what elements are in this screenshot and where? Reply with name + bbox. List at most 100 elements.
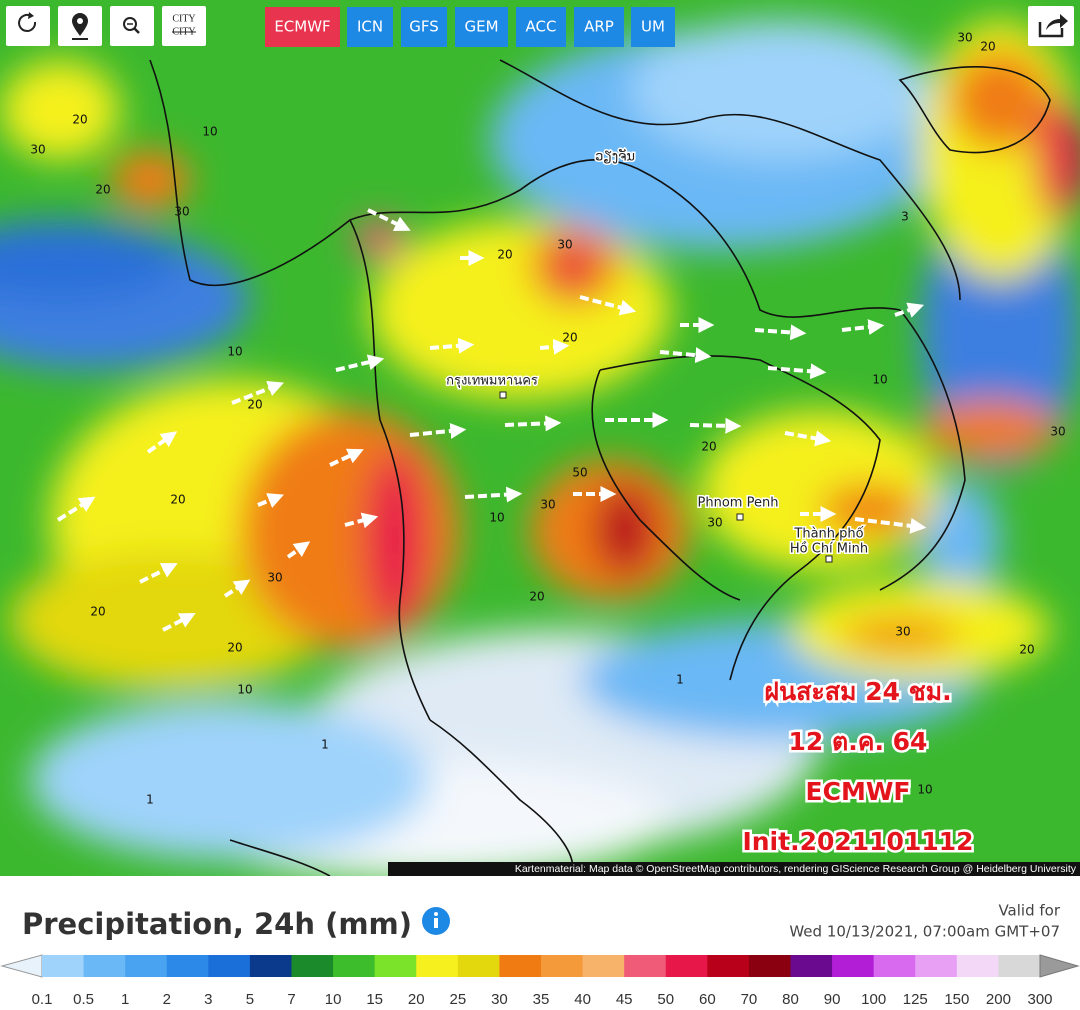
- contour-label: 1: [676, 673, 684, 687]
- wind-arrow: [257, 493, 284, 508]
- contour-label: 30: [895, 625, 910, 639]
- tab-label: GFS: [409, 18, 439, 36]
- contour-label: 30: [557, 238, 572, 252]
- tab-bg: [631, 7, 675, 47]
- wind-arrow: [231, 381, 284, 405]
- city-label: CITY: [172, 13, 195, 24]
- legend-swatch: [748, 955, 791, 977]
- precip-area: [840, 620, 960, 650]
- wind-arrow: [894, 302, 925, 318]
- tab-bg: [265, 7, 340, 47]
- contour-label: 20: [497, 248, 512, 262]
- legend-stop-label: 200: [986, 991, 1011, 1008]
- legend-stop-label: 1: [121, 991, 129, 1008]
- wind-arrow: [579, 295, 637, 316]
- legend-swatch: [956, 955, 999, 977]
- precip-area: [920, 400, 1060, 460]
- contour-label: 10: [202, 125, 217, 139]
- reload-button[interactable]: [6, 6, 50, 46]
- wind-arrow: [754, 324, 807, 341]
- precip-area: [30, 700, 430, 860]
- valid-for-label: Valid for: [998, 902, 1060, 920]
- overlay-line: ฝนสะสม 24 ชม.: [764, 677, 951, 706]
- share-button[interactable]: [1028, 6, 1074, 46]
- contour-label: 20: [980, 40, 995, 54]
- model-tab[interactable]: UM: [631, 7, 675, 47]
- precip-area: [950, 50, 1050, 150]
- legend-stop-label: 125: [903, 991, 928, 1008]
- wind-arrow: [504, 415, 562, 432]
- contour-label: 30: [1050, 425, 1065, 439]
- contour-label: 1: [321, 738, 329, 752]
- legend-stop-label: 90: [824, 991, 841, 1008]
- legend-stop-label: 50: [657, 991, 674, 1008]
- legend-swatch: [83, 955, 126, 977]
- overlay-text: ฝนสะสม 24 ชม. 12 ต.ค. 64 ECMWF Init.2021101…: [740, 675, 976, 859]
- wind-arrow: [689, 417, 742, 434]
- wind-arrow: [784, 430, 832, 447]
- wind-arrow: [854, 517, 927, 534]
- place-label: ວຽງຈັນ: [595, 149, 635, 164]
- city-button[interactable]: CITY CITY: [162, 6, 206, 46]
- toolbar: CITY CITY ECMWF ICN GFS GEM ACC ARP UM: [6, 6, 1074, 47]
- zoom-button[interactable]: [110, 6, 154, 46]
- legend-swatch: [42, 955, 85, 977]
- contour-label: 30: [707, 516, 722, 530]
- valid-time: Wed 10/13/2021, 07:00am GMT+07: [789, 923, 1060, 941]
- contour-label: 30: [30, 143, 45, 157]
- contour-label: 20: [1019, 643, 1034, 657]
- model-tab[interactable]: GFS: [401, 7, 447, 47]
- wind-arrow: [767, 363, 827, 380]
- legend-stop-label: 7: [287, 991, 295, 1008]
- location-button[interactable]: [58, 6, 102, 46]
- legend-swatch: [125, 955, 168, 977]
- tab-label: UM: [641, 18, 665, 36]
- wind-arrow: [409, 422, 467, 439]
- legend-swatch: [499, 955, 542, 977]
- wind-arrow: [539, 338, 570, 355]
- legend-stop-label: 0.1: [32, 991, 53, 1008]
- contour-label: 10: [227, 345, 242, 359]
- legend-stop-label: 80: [782, 991, 799, 1008]
- contour-label: 20: [529, 590, 544, 604]
- tab-bg: [574, 7, 624, 47]
- info-button[interactable]: [422, 907, 450, 935]
- legend-swatch: [374, 955, 417, 977]
- contour-label: 20: [90, 605, 105, 619]
- city-marker: [499, 391, 507, 399]
- legend-swatch: [707, 955, 750, 977]
- legend-swatch: [790, 955, 833, 977]
- model-tab[interactable]: ICN: [347, 7, 393, 47]
- legend-stop-label: 3: [204, 991, 212, 1008]
- wind-arrow: [464, 486, 523, 503]
- place-label: Hồ Chí Minh: [790, 542, 868, 557]
- legend-swatch: [582, 955, 625, 977]
- legend-swatch: [873, 955, 916, 977]
- tab-label: ICN: [357, 18, 383, 36]
- flow-arrows: [56, 208, 927, 632]
- model-tab[interactable]: ACC: [516, 7, 566, 47]
- precip-area: [110, 150, 190, 210]
- place-label: Phnom Penh: [698, 496, 779, 511]
- model-tab[interactable]: ECMWF: [265, 7, 340, 47]
- wind-arrow: [335, 354, 385, 372]
- wind-arrow: [659, 347, 712, 364]
- legend-swatch: [333, 955, 376, 977]
- wind-arrow: [139, 563, 178, 584]
- model-tab[interactable]: ARP: [574, 7, 624, 47]
- wind-arrow: [286, 541, 311, 559]
- contour-label: 3: [901, 210, 909, 224]
- wind-arrow: [841, 319, 885, 336]
- model-tab[interactable]: GEM: [455, 7, 508, 47]
- wind-arrow: [329, 448, 364, 467]
- legend-swatch: [208, 955, 251, 977]
- legend-stop-label: 0.5: [73, 991, 94, 1008]
- contour-label: 30: [267, 571, 282, 585]
- tab-label: GEM: [464, 18, 498, 36]
- legend-swatch: [665, 955, 708, 977]
- map[interactable]: 20 30 20 30 10 10 20 20 30 20 20 10 1 1 20 30 20 10 30 20 50…: [0, 0, 1080, 880]
- precip-area: [365, 450, 425, 630]
- contour-label: 20: [247, 398, 262, 412]
- contour-label: 20: [227, 641, 242, 655]
